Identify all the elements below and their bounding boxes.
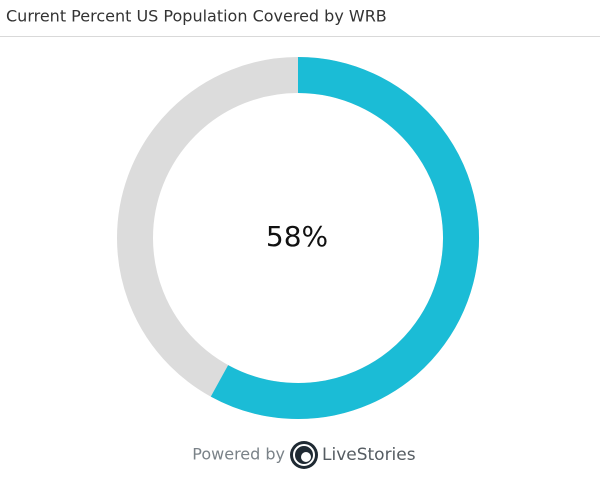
donut-segment: [210, 57, 479, 419]
center-label: 58%: [266, 220, 328, 253]
chart-title: Current Percent US Population Covered by…: [6, 7, 387, 26]
donut: [117, 57, 479, 419]
brand-logo: [290, 441, 318, 469]
brand-name: LiveStories: [322, 445, 416, 465]
powered-by: Powered by: [192, 445, 285, 464]
